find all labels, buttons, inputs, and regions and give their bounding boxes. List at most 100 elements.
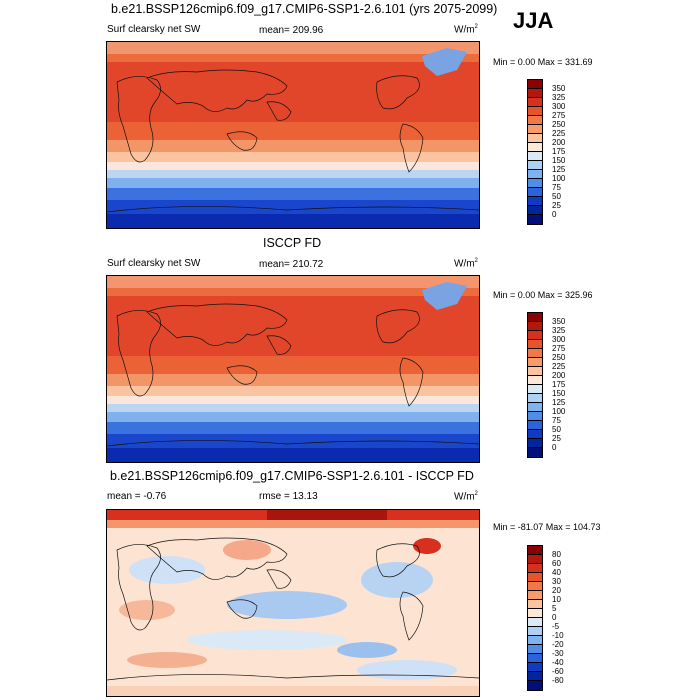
panel1-colorbar-box <box>528 206 542 215</box>
panel3-units: W/m2 <box>454 491 478 503</box>
panel1-colorbar-box <box>528 188 542 197</box>
colorbar-tick-label: 150 <box>552 156 566 165</box>
panel3-colorbar-box <box>528 591 542 600</box>
panel1-colorbar-box <box>528 116 542 125</box>
panel2-colorbar-box <box>528 331 542 340</box>
colorbar-tick-label: 350 <box>552 317 566 326</box>
panel2-title: ISCCP FD <box>263 236 322 250</box>
colorbar-tick-label: 300 <box>552 335 566 344</box>
panel1-colorbar-box <box>528 107 542 116</box>
colorbar-tick-label: 100 <box>552 407 566 416</box>
colorbar-tick-label: -80 <box>552 676 564 685</box>
colorbar-tick-label: 325 <box>552 326 566 335</box>
colorbar-tick-label: 0 <box>552 210 557 219</box>
panel2-colorbar <box>527 312 543 458</box>
colorbar-tick-label: 200 <box>552 371 566 380</box>
panel2-colorbar-box <box>528 322 542 331</box>
colorbar-tick-label: 40 <box>552 568 561 577</box>
colorbar-tick-label: 300 <box>552 102 566 111</box>
panel3-colorbar-box <box>528 663 542 672</box>
panel3-colorbar-box <box>528 600 542 609</box>
colorbar-tick-label: 25 <box>552 201 561 210</box>
colorbar-tick-label: -10 <box>552 631 564 640</box>
panel3-colorbar-box <box>528 573 542 582</box>
panel1-colorbar-box <box>528 80 542 89</box>
panel1-variable-label: Surf clearsky net SW <box>107 24 201 35</box>
colorbar-tick-label: 325 <box>552 93 566 102</box>
panel1-colorbar-box <box>528 179 542 188</box>
panel1-minmax: Min = 0.00 Max = 331.69 <box>493 57 593 67</box>
colorbar-tick-label: 150 <box>552 389 566 398</box>
panel1-colorbar-box <box>528 161 542 170</box>
colorbar-tick-label: 20 <box>552 586 561 595</box>
panel3-colorbar-box <box>528 564 542 573</box>
panel2-colorbar-box <box>528 430 542 439</box>
panel3-colorbar-box <box>528 681 542 690</box>
panel2-colorbar-box <box>528 403 542 412</box>
panel2-colorbar-box <box>528 367 542 376</box>
colorbar-tick-label: 175 <box>552 380 566 389</box>
colorbar-tick-label: 10 <box>552 595 561 604</box>
panel3-colorbar-box <box>528 618 542 627</box>
panel3-mean-label: mean = -0.76 <box>107 491 167 502</box>
colorbar-tick-label: -5 <box>552 622 560 631</box>
panel2-colorbar-box <box>528 412 542 421</box>
colorbar-tick-label: 125 <box>552 398 566 407</box>
colorbar-tick-label: -20 <box>552 640 564 649</box>
colorbar-tick-label: 250 <box>552 353 566 362</box>
colorbar-tick-label: 25 <box>552 434 561 443</box>
panel3-colorbar-box <box>528 609 542 618</box>
panel2-units: W/m2 <box>454 258 478 270</box>
colorbar-tick-label: -40 <box>552 658 564 667</box>
panel3-rmse-label: rmse = 13.13 <box>259 491 318 502</box>
panel2-colorbar-box <box>528 376 542 385</box>
panel3-title: b.e21.BSSP126cmip6.f09_g17.CMIP6-SSP1-2.… <box>110 469 474 483</box>
panel2-map-field <box>107 276 479 462</box>
panel3-colorbar-box <box>528 555 542 564</box>
colorbar-tick-label: 80 <box>552 550 561 559</box>
panel1-map <box>106 41 480 229</box>
panel1-colorbar-box <box>528 197 542 206</box>
colorbar-tick-label: 275 <box>552 111 566 120</box>
panel1-mean-label: mean= 209.96 <box>259 25 324 36</box>
colorbar-tick-label: 75 <box>552 183 561 192</box>
panel2-colorbar-box <box>528 340 542 349</box>
season-label: JJA <box>513 8 554 33</box>
panel3-colorbar-box <box>528 654 542 663</box>
panel1-map-field <box>107 42 479 228</box>
colorbar-tick-label: -60 <box>552 667 564 676</box>
colorbar-tick-label: 75 <box>552 416 561 425</box>
colorbar-tick-label: 100 <box>552 174 566 183</box>
panel1-colorbar-box <box>528 215 542 224</box>
panel1-colorbar-box <box>528 143 542 152</box>
colorbar-tick-label: 225 <box>552 129 566 138</box>
colorbar-tick-label: 250 <box>552 120 566 129</box>
colorbar-tick-label: 60 <box>552 559 561 568</box>
panel2-mean-label: mean= 210.72 <box>259 259 324 270</box>
colorbar-tick-label: 350 <box>552 84 566 93</box>
panel1-colorbar-box <box>528 152 542 161</box>
panel1-colorbar-box <box>528 98 542 107</box>
panel2-colorbar-box <box>528 421 542 430</box>
colorbar-tick-label: 275 <box>552 344 566 353</box>
panel3-map <box>106 509 480 697</box>
panel1-colorbar <box>527 79 543 225</box>
panel3-colorbar-box <box>528 582 542 591</box>
colorbar-tick-label: 0 <box>552 443 557 452</box>
panel3-colorbar-box <box>528 672 542 681</box>
panel1-colorbar-box <box>528 170 542 179</box>
panel1-colorbar-box <box>528 134 542 143</box>
panel2-colorbar-box <box>528 394 542 403</box>
panel2-colorbar-box <box>528 349 542 358</box>
panel3-colorbar-box <box>528 546 542 555</box>
panel1-units: W/m2 <box>454 24 478 36</box>
panel2-colorbar-box <box>528 385 542 394</box>
panel3-colorbar-box <box>528 645 542 654</box>
panel1-title: b.e21.BSSP126cmip6.f09_g17.CMIP6-SSP1-2.… <box>111 2 498 16</box>
panel3-colorbar-box <box>528 627 542 636</box>
panel2-minmax: Min = 0.00 Max = 325.96 <box>493 290 593 300</box>
colorbar-tick-label: 175 <box>552 147 566 156</box>
panel3-colorbar <box>527 545 543 691</box>
colorbar-tick-label: 50 <box>552 425 561 434</box>
colorbar-tick-label: 0 <box>552 613 557 622</box>
